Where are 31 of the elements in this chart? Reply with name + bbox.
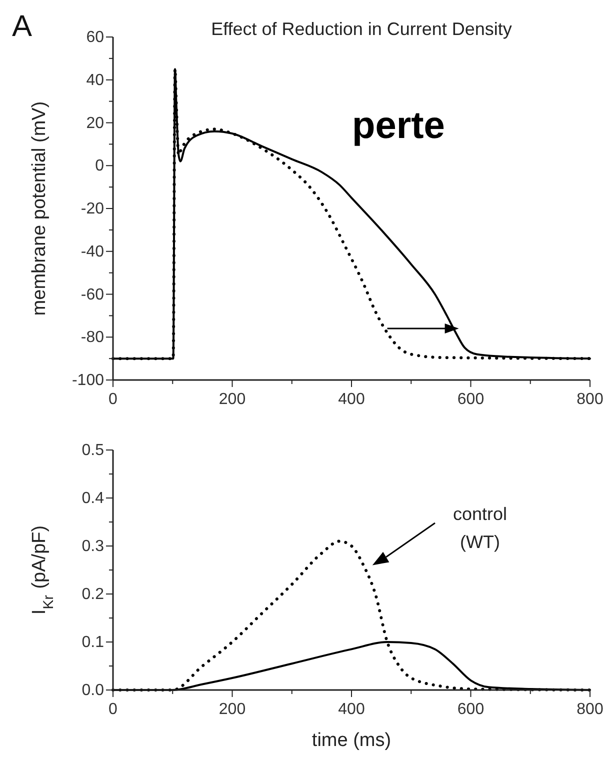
- y-tick-label: 0.0: [82, 682, 104, 699]
- y-tick-label: 0.2: [82, 586, 104, 603]
- y-tick-label: 0.5: [82, 442, 104, 459]
- y-tick-label: 0.3: [82, 538, 104, 555]
- x-tick-label: 800: [576, 391, 604, 408]
- annotation: perte: [352, 105, 445, 147]
- y-tick-label: 0: [95, 158, 104, 175]
- x-tick-label: 200: [218, 391, 246, 408]
- x-axis-title: time (ms): [312, 730, 392, 751]
- x-tick-label: 600: [457, 701, 484, 718]
- x-tick-label: 600: [457, 391, 484, 408]
- y-tick-label: -60: [80, 286, 104, 304]
- x-tick-label: 400: [338, 701, 365, 718]
- x-tick-label: 200: [218, 701, 246, 718]
- x-tick-label: 800: [576, 701, 604, 718]
- y-tick-label: 20: [86, 114, 104, 132]
- annotation: control (WT): [452, 504, 508, 552]
- y-tick-label: -80: [80, 329, 104, 346]
- chart-title: Effect of Reduction in Current Density: [211, 19, 512, 39]
- x-tick-label: 0: [108, 391, 118, 408]
- y-tick-label: 40: [86, 72, 104, 89]
- y-tick-label: -100: [72, 372, 104, 389]
- x-tick-label: 0: [108, 701, 118, 718]
- y-tick-label: -20: [80, 200, 104, 218]
- text: A: [12, 10, 32, 43]
- y-tick-label: -40: [80, 243, 104, 260]
- y-tick-label: 60: [86, 29, 104, 46]
- x-tick-label: 400: [338, 391, 365, 408]
- y-axis-title: membrane potential (mV): [29, 101, 50, 316]
- y-tick-label: 0.4: [82, 490, 104, 507]
- y-tick-label: 0.1: [82, 634, 104, 651]
